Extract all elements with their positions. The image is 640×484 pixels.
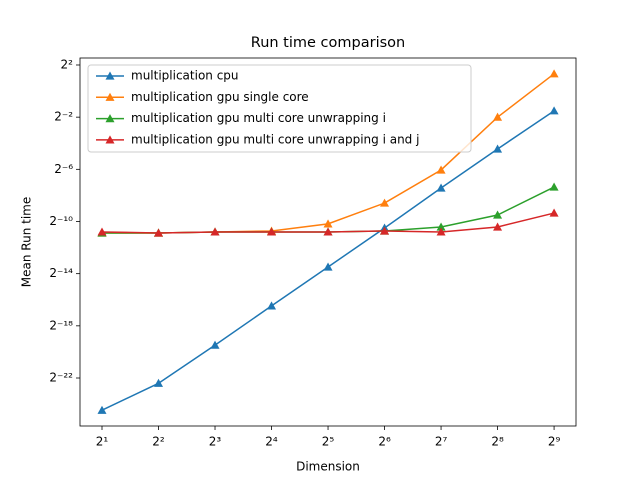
legend-label: multiplication gpu single core [131,90,309,104]
legend-label: multiplication gpu multi core unwrapping… [131,132,419,146]
x-tick-label: 2³ [209,435,222,449]
marker [436,165,446,174]
chart-title: Run time comparison [251,35,405,51]
x-tick-label: 2⁹ [548,435,561,449]
marker [97,227,107,236]
y-tick-label: 2⁻¹⁰ [49,214,73,228]
marker [323,262,333,271]
x-tick-label: 2⁶ [378,435,391,449]
y-tick-label: 2⁻⁶ [54,162,73,176]
marker [267,227,277,236]
y-tick-label: 2⁻¹⁸ [49,318,73,332]
legend-marker [105,114,115,123]
marker [154,378,164,387]
marker [323,219,333,228]
marker [210,340,220,349]
marker [380,226,390,235]
marker [436,227,446,236]
x-tick-label: 2² [152,435,165,449]
marker [323,227,333,236]
legend-label: multiplication gpu multi core unwrapping… [131,111,386,125]
marker [549,69,559,78]
y-tick-label: 2⁻²² [49,371,73,385]
y-tick-label: 2⁻² [54,110,73,124]
y-tick-label: 2⁻¹⁴ [49,266,73,280]
legend-label: multiplication cpu [131,69,239,83]
x-tick-label: 2⁸ [491,435,504,449]
marker [493,144,503,153]
marker [549,106,559,115]
legend: multiplication cpu multiplication gpu sin… [87,64,472,153]
y-tick-label: 2² [61,57,74,71]
marker [549,182,559,191]
legend-marker [105,135,115,144]
legend-marker [105,92,115,101]
x-tick-label: 2⁴ [265,435,278,449]
y-axis-label: Mean Run time [20,197,34,287]
marker [493,210,503,219]
marker [380,198,390,207]
marker [436,183,446,192]
marker [154,228,164,237]
x-tick-label: 2¹ [96,435,109,449]
legend-box [87,64,472,153]
marker [549,208,559,217]
marker [97,405,107,414]
marker [267,301,277,310]
legend-marker [105,71,115,80]
marker [493,222,503,231]
x-axis-label: Dimension [296,460,360,474]
x-tick-label: 2⁵ [322,435,335,449]
x-tick-label: 2⁷ [435,435,448,449]
marker [436,222,446,231]
marker [493,112,503,121]
marker [210,227,220,236]
